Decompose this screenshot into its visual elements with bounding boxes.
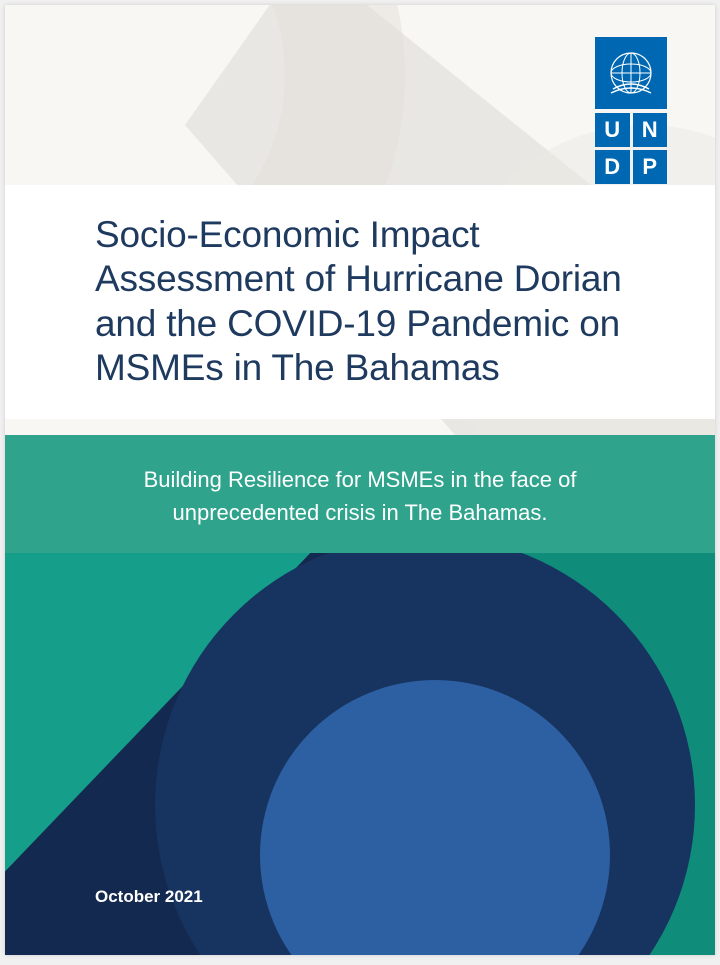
title-panel: Socio-Economic Impact Assessment of Hurr… <box>5 185 715 419</box>
undp-logo: U N D P <box>595 37 667 185</box>
un-emblem <box>595 37 667 109</box>
logo-cell-u: U <box>595 113 630 147</box>
logo-cell-d: D <box>595 150 630 184</box>
report-cover: U N D P Socio-Economic Impact Assessment… <box>5 5 715 955</box>
publication-date: October 2021 <box>95 887 203 907</box>
report-subtitle: Building Resilience for MSMEs in the fac… <box>85 463 635 529</box>
report-title: Socio-Economic Impact Assessment of Hurr… <box>95 213 645 391</box>
logo-cell-n: N <box>633 113 668 147</box>
subtitle-band: Building Resilience for MSMEs in the fac… <box>5 435 715 557</box>
globe-icon <box>605 47 657 99</box>
logo-letter-grid: U N D P <box>595 113 667 184</box>
logo-cell-p: P <box>633 150 668 184</box>
publication-date-block: October 2021 <box>95 887 203 907</box>
